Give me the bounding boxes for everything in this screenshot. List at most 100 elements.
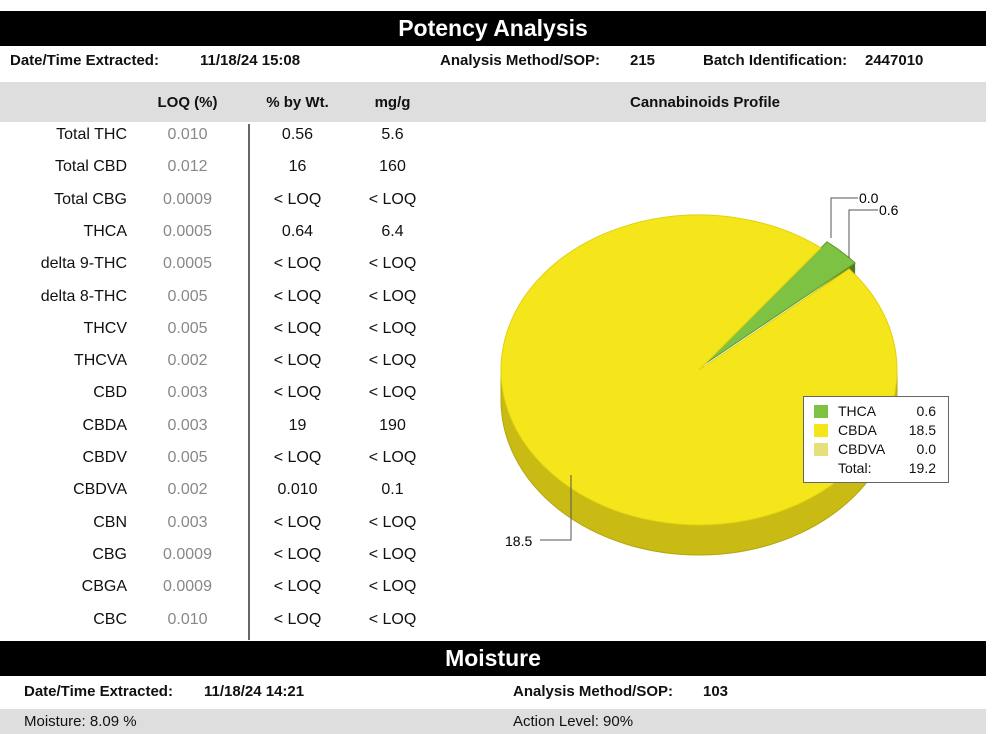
analyte-name: CBDV [82,449,127,466]
mg-value: 5.6 [381,126,404,143]
legend-swatch [814,424,828,437]
legend-swatch [814,443,828,456]
moisture-value: Moisture: 8.09 % [24,713,137,730]
col-mg: mg/g [374,94,411,111]
mg-value: < LOQ [368,352,417,370]
analyte-name: Total THC [56,126,127,143]
legend-label: THCA [838,403,877,419]
table-row: CBDVA 0.002 0.010 0.1 [0,481,440,513]
legend-label: CBDA [838,422,877,438]
pct-value: < LOQ [273,578,322,596]
action-level: Action Level: 90% [513,713,634,730]
analyte-name: THCVA [73,352,127,370]
analyte-name: CBC [93,610,127,628]
mg-value: < LOQ [368,287,417,305]
legend-value: 0.0 [916,441,936,457]
mg-value: 0.1 [381,481,404,499]
slice-side [709,262,856,366]
moisture-date-label: Date/Time Extracted: [24,683,173,700]
analyte-name: delta 8-THC [40,287,127,305]
pct-value: < LOQ [273,384,322,402]
col-loq: LOQ (%) [157,94,218,111]
mg-value: < LOQ [368,513,417,531]
mg-value: < LOQ [368,578,417,596]
mg-value: < LOQ [368,610,417,628]
moisture-method-value: 103 [703,683,729,700]
legend-label: CBDVA [838,441,886,457]
pct-value: < LOQ [273,449,322,466]
analyte-name: CBDA [82,416,127,434]
leader-line [830,197,858,238]
pct-value: 0.64 [281,222,314,240]
data-label: 18.5 [505,533,532,549]
loq-value: 0.005 [167,287,208,305]
mg-value: < LOQ [368,190,417,208]
pct-value: < LOQ [273,545,322,563]
pct-value: 0.010 [277,481,318,499]
moisture-header: Moisture [0,641,986,676]
potency-header: Potency Analysis [0,11,986,46]
moisture-date-value: 11/18/24 14:21 [204,683,305,700]
pct-value: < LOQ [273,287,322,305]
table-row: THCVA 0.002 < LOQ < LOQ [0,352,440,384]
mg-value: < LOQ [368,545,417,563]
loq-value: 0.005 [167,449,208,466]
mg-value: < LOQ [368,384,417,402]
table-row: Total CBG 0.0009 < LOQ < LOQ [0,191,440,223]
analyte-name: Total CBD [54,158,127,176]
loq-value: 0.003 [167,513,208,531]
analyte-name: CBD [93,384,127,402]
table-row: CBDV 0.005 < LOQ < LOQ [0,449,440,481]
mg-value: 160 [379,158,406,176]
table-row: CBN 0.003 < LOQ < LOQ [0,514,440,546]
pie-slice-thca [704,241,856,365]
leader-line [540,475,572,541]
table-row: CBDA 0.003 19 190 [0,417,440,449]
total-value: 19.2 [908,460,936,476]
table-row: delta 8-THC 0.005 < LOQ < LOQ [0,288,440,320]
analyte-name: THCV [83,319,127,337]
loq-value: 0.010 [167,610,208,628]
loq-value: 0.002 [167,481,208,499]
legend-item: THCA 0.6 [814,403,944,420]
mg-value: < LOQ [368,449,417,466]
table-row: delta 9-THC 0.0005 < LOQ < LOQ [0,255,440,287]
table-row: THCV 0.005 < LOQ < LOQ [0,320,440,352]
legend-value: 0.6 [916,403,936,419]
pct-value: < LOQ [273,352,322,370]
loq-value: 0.0005 [163,222,212,240]
loq-value: 0.0005 [163,255,212,273]
batch-value: 2447010 [865,52,924,69]
method-label: Analysis Method/SOP: [440,52,601,69]
loq-value: 0.0009 [163,578,212,596]
analyte-name: CBG [92,545,127,563]
analyte-name: CBDVA [73,481,127,499]
loq-value: 0.003 [167,384,208,402]
legend-item: CBDVA 0.0 [814,441,944,458]
mg-value: < LOQ [368,255,417,273]
loq-value: 0.010 [167,126,208,143]
legend-item: CBDA 18.5 [814,422,944,439]
data-label: 0.0 [859,190,879,206]
pct-value: 16 [288,158,307,176]
loq-value: 0.003 [167,416,208,434]
batch-label: Batch Identification: [703,52,848,69]
table-row: Total THC 0.010 0.56 5.6 [0,126,440,158]
chart-title: Cannabinoids Profile [629,94,780,111]
pct-value: < LOQ [273,610,322,628]
pct-value: < LOQ [273,513,322,531]
analyte-name: CBN [93,513,127,531]
moisture-method-label: Analysis Method/SOP: [513,683,674,700]
table-row: Total CBD 0.012 16 160 [0,158,440,190]
column-divider [248,124,250,640]
pct-value: < LOQ [273,255,322,273]
potency-date-value: 11/18/24 15:08 [200,52,301,69]
total-label: Total: [838,460,872,476]
legend-swatch [814,405,828,418]
table-row: CBG 0.0009 < LOQ < LOQ [0,546,440,578]
loq-value: 0.005 [167,319,208,337]
analyte-name: THCA [83,222,127,240]
table-row: CBD 0.003 < LOQ < LOQ [0,384,440,416]
mg-value: < LOQ [368,319,417,337]
pct-value: 0.56 [281,126,314,143]
